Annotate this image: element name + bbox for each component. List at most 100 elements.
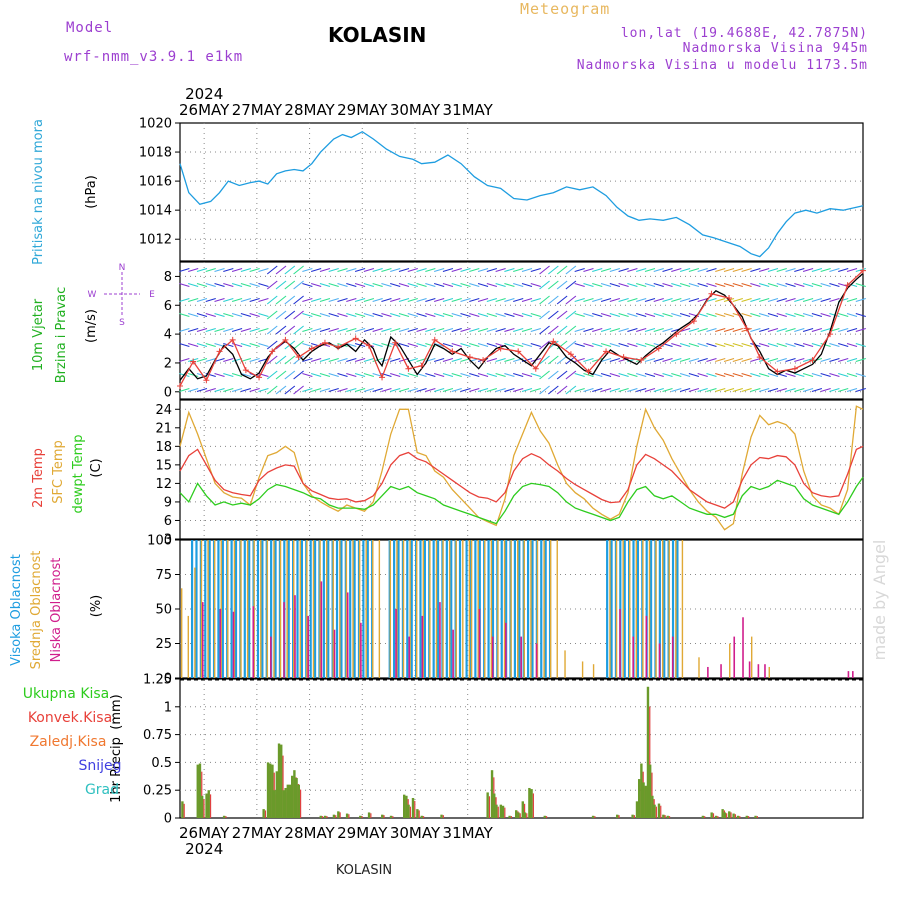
wind-barb <box>284 355 296 365</box>
wind-barb <box>223 312 234 318</box>
cloud-ylabel-high: Visoka Oblacnost <box>9 554 24 666</box>
wind-barb <box>223 372 234 378</box>
cloud-mid-bar <box>246 540 249 678</box>
wind-barb <box>425 372 436 378</box>
wind-tick-label: 2 <box>164 356 172 371</box>
wind-barb <box>802 372 814 378</box>
wind-barb <box>530 267 541 273</box>
wind-barb <box>328 297 339 303</box>
wind-barb <box>513 327 524 333</box>
wind-gust-marker <box>774 368 781 375</box>
cloud-mid-bar <box>497 540 499 678</box>
precip-bar <box>295 777 298 818</box>
wind-barb <box>363 297 375 303</box>
wind-barb <box>829 282 840 288</box>
wind-barb <box>460 282 471 288</box>
wind-barb <box>266 280 278 290</box>
precip-conv-bar <box>756 816 758 818</box>
precip-bar <box>286 784 290 818</box>
wind-barb <box>662 312 673 318</box>
wind-barb <box>548 340 559 350</box>
wind-barb <box>723 372 735 378</box>
precip-bar <box>637 779 641 818</box>
wind-barb <box>381 387 392 393</box>
precip-bar <box>543 815 546 818</box>
wind-barb <box>829 267 840 273</box>
wind-barb <box>319 327 331 333</box>
cloud-mid-bar <box>668 540 670 678</box>
wind-barb <box>697 327 708 333</box>
wind-barb <box>679 342 691 348</box>
precip-conv-bar <box>326 816 328 818</box>
wind-barb <box>627 372 638 378</box>
cloud-tick-label: 25 <box>155 637 172 652</box>
wind-barb <box>600 297 612 303</box>
wind-barb <box>794 387 805 393</box>
cloud-high-bar <box>208 540 211 678</box>
wind-barb <box>855 312 866 318</box>
cloud-low-bar <box>270 636 272 678</box>
wind-barb <box>767 267 779 273</box>
bottom-day-label: 30MAY <box>390 824 441 842</box>
wind-barb <box>583 327 594 333</box>
cloud-high-bar <box>423 540 426 678</box>
wind-barb <box>556 280 568 290</box>
precip-bar <box>293 770 296 818</box>
precip-conv-bar <box>726 813 728 818</box>
wind-barb <box>381 327 392 333</box>
wind-barb <box>794 357 805 363</box>
wind-barb <box>293 385 304 395</box>
wind-barb <box>829 342 840 348</box>
precip-bar <box>345 813 349 818</box>
compass-south: S <box>119 318 125 328</box>
bottom-day-label: 27MAY <box>232 824 283 842</box>
wind-barb <box>249 312 260 318</box>
precip-bar <box>710 812 713 818</box>
cloud-mid-bar <box>609 540 611 678</box>
cloud-low-bar <box>421 615 424 678</box>
cloud-mid-bar <box>615 540 618 678</box>
wind-gust-marker <box>690 318 697 325</box>
wind-barb <box>688 342 700 348</box>
temperature-tick-label: 12 <box>155 477 172 492</box>
cloud-high-bar <box>465 540 468 678</box>
cloud-high-bar <box>491 540 495 678</box>
wind-barb <box>618 387 629 393</box>
precip-bar <box>499 804 503 818</box>
cloud-mid-bar <box>220 540 222 678</box>
wind-barb <box>354 327 366 333</box>
wind-gust-marker <box>532 365 539 372</box>
cloud-high-bar <box>256 540 260 678</box>
precip-conv-bar <box>414 800 416 818</box>
cloud-high-bar <box>397 540 400 678</box>
cloud-high-bar <box>518 540 521 678</box>
wind-barb <box>548 310 559 320</box>
wind-barb <box>390 312 401 318</box>
wind-barb <box>275 295 287 305</box>
cloud-high-bar <box>540 540 543 678</box>
wind-barb <box>284 385 296 395</box>
precip-bar <box>403 794 406 818</box>
wind-barb <box>231 327 243 333</box>
wind-gust-marker <box>242 367 249 374</box>
product-title: Meteogram <box>520 0 611 18</box>
wind-barb <box>662 267 673 273</box>
precip-bar <box>222 815 226 818</box>
precip-conv-bar <box>510 816 513 818</box>
wind-barb <box>794 282 805 288</box>
top-day-label: 31MAY <box>443 101 494 119</box>
wind-barb <box>688 282 700 288</box>
wind-barb <box>671 342 682 348</box>
wind-barb <box>636 267 647 273</box>
wind-barb <box>390 267 401 273</box>
wind-barb <box>240 297 252 303</box>
wind-barb <box>539 310 550 320</box>
cloud-low-bar <box>307 615 309 678</box>
wind-barb <box>266 385 278 395</box>
cloud-high-bar <box>322 540 325 678</box>
precip-bar <box>521 801 524 818</box>
wind-barb <box>662 372 673 378</box>
wind-barb <box>846 387 858 393</box>
wind-barb <box>706 357 717 363</box>
cloud-high-bar <box>676 540 679 678</box>
